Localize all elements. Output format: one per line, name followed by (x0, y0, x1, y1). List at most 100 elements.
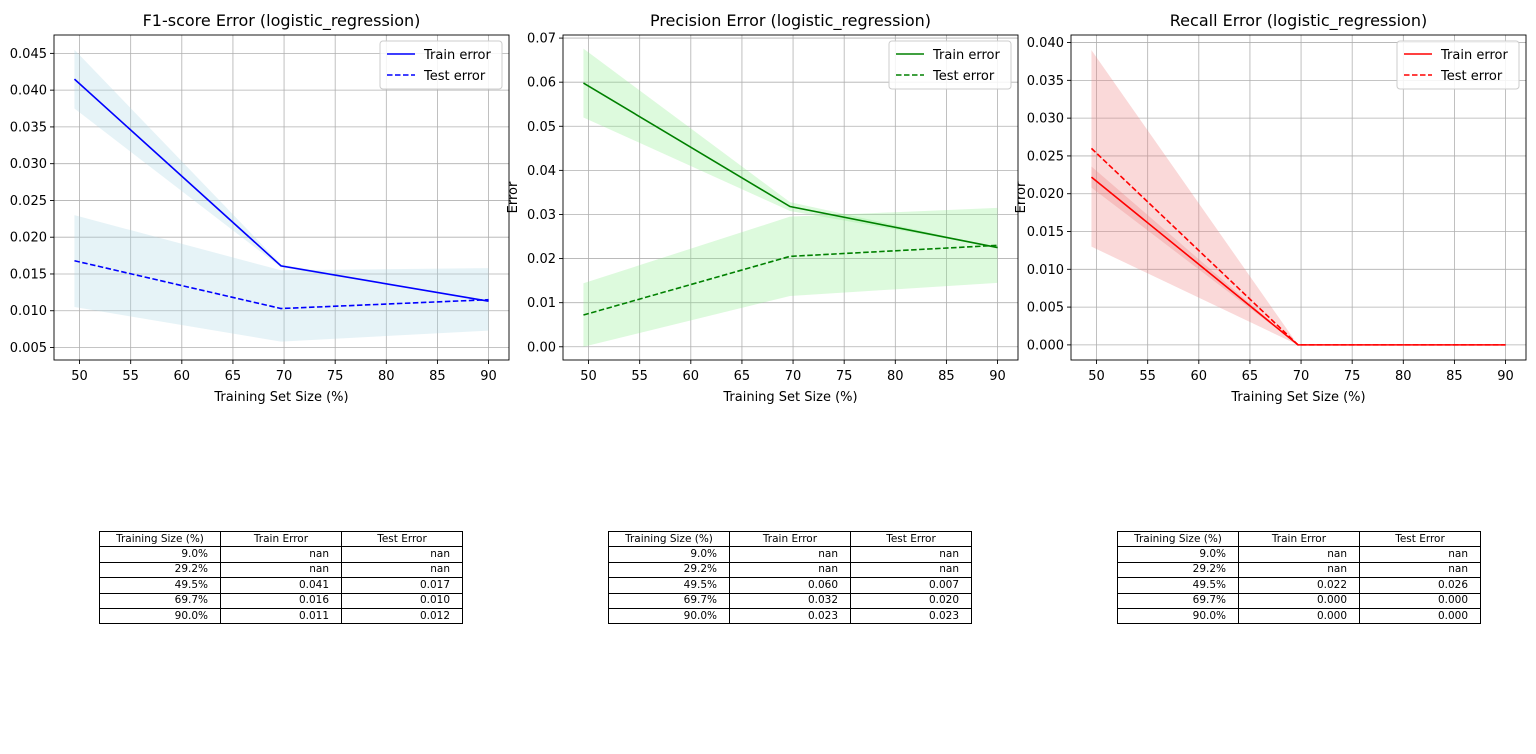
legend-label-0: Train error (423, 48, 491, 63)
table-cell: 0.017 (342, 578, 463, 593)
x-tick-label: 50 (580, 369, 597, 384)
x-tick-label: 60 (1191, 369, 1208, 384)
table-cell: 29.2% (1118, 562, 1239, 577)
y-axis-label: Error (1014, 181, 1029, 213)
x-axis-label: Training Set Size (%) (722, 390, 857, 405)
table-cell: 29.2% (609, 562, 730, 577)
table-row: 29.2% nan nan (100, 562, 463, 577)
y-tick-label: 0.040 (10, 84, 47, 99)
x-tick-label: 90 (1497, 369, 1514, 384)
table-header: Train Error (730, 532, 851, 547)
table-cell: 0.022 (1239, 578, 1360, 593)
table-cell: nan (730, 547, 851, 562)
table-cell: 69.7% (609, 593, 730, 608)
y-tick-label: 0.005 (10, 341, 47, 356)
x-tick-label: 80 (1395, 369, 1412, 384)
y-tick-label: 0.020 (1027, 187, 1064, 202)
y-tick-label: 0.020 (10, 231, 47, 246)
table-header: Test Error (342, 532, 463, 547)
legend-label-1: Test error (932, 69, 995, 84)
table-header: Training Size (%) (100, 532, 221, 547)
x-tick-label: 55 (1139, 369, 1156, 384)
y-tick-label: 0.06 (527, 76, 556, 91)
y-tick-label: 0.010 (1027, 263, 1064, 278)
table-cell: 9.0% (609, 547, 730, 562)
y-tick-label: 0.030 (10, 157, 47, 172)
x-tick-label: 55 (122, 369, 139, 384)
y-tick-label: 0.04 (527, 164, 556, 179)
x-tick-label: 70 (1293, 369, 1310, 384)
table-header: Training Size (%) (609, 532, 730, 547)
x-tick-label: 85 (938, 369, 955, 384)
table-cell: 0.000 (1239, 608, 1360, 623)
table-cell: 9.0% (1118, 547, 1239, 562)
table-row: 90.0% 0.000 0.000 (1118, 608, 1481, 623)
table-row: 49.5% 0.022 0.026 (1118, 578, 1481, 593)
x-tick-label: 80 (887, 369, 904, 384)
table-cell: 0.011 (221, 608, 342, 623)
y-tick-label: 0.015 (10, 267, 47, 282)
table-cell: 90.0% (1118, 608, 1239, 623)
y-tick-label: 0.025 (10, 194, 47, 209)
table-row: 49.5% 0.060 0.007 (609, 578, 972, 593)
legend: Train error Test error (380, 41, 502, 89)
y-tick-label: 0.030 (1027, 112, 1064, 127)
table-cell: 90.0% (100, 608, 221, 623)
confidence-band-1 (583, 208, 997, 347)
y-tick-label: 0.00 (527, 340, 556, 355)
table-cell: 0.020 (851, 593, 972, 608)
table-row: 69.7% 0.032 0.020 (609, 593, 972, 608)
x-tick-label: 70 (785, 369, 802, 384)
charts-canvas: 50 55 60 65 70 75 80 85 900.0050.0100.0150.0200.… (0, 0, 1536, 420)
table-cell: 0.032 (730, 593, 851, 608)
table-row: 49.5% 0.041 0.017 (100, 578, 463, 593)
legend-label-1: Test error (1440, 69, 1503, 84)
y-tick-label: 0.005 (1027, 301, 1064, 316)
chart-panel-1: 50 55 60 65 70 75 80 85 90 0.00 0.01 0.02 0.03 0.04 0.… (506, 11, 1018, 405)
y-tick-label: 0.03 (527, 208, 556, 223)
table-cell: 49.5% (100, 578, 221, 593)
table-cell: 0.023 (851, 608, 972, 623)
table-cell: nan (730, 562, 851, 577)
x-tick-label: 80 (378, 369, 395, 384)
table-cell: 0.010 (342, 593, 463, 608)
y-tick-label: 0.045 (10, 47, 47, 62)
table-cell: 9.0% (100, 547, 221, 562)
table-header: Training Size (%) (1118, 532, 1239, 547)
table-cell: 90.0% (609, 608, 730, 623)
legend-label-1: Test error (423, 69, 486, 84)
table-row: 9.0% nan nan (100, 547, 463, 562)
x-tick-label: 60 (683, 369, 700, 384)
y-axis-label: Error (506, 181, 521, 213)
x-tick-label: 75 (836, 369, 853, 384)
table-cell: nan (342, 562, 463, 577)
y-tick-label: 0.000 (1027, 338, 1064, 353)
x-axis-label: Training Set Size (%) (1230, 390, 1365, 405)
x-tick-label: 75 (1344, 369, 1361, 384)
confidence-band-1 (1091, 50, 1505, 345)
chart-panel-0: 50 55 60 65 70 75 80 85 90 0.005 0.010 0.015 0.020 0.… (10, 11, 509, 405)
table-row: 90.0% 0.011 0.012 (100, 608, 463, 623)
y-tick-label: 0.010 (10, 304, 47, 319)
y-tick-label: 0.035 (10, 120, 47, 135)
y-tick-label: 0.040 (1027, 36, 1064, 51)
x-tick-label: 50 (71, 369, 88, 384)
table-cell: 29.2% (100, 562, 221, 577)
x-tick-label: 90 (989, 369, 1006, 384)
table-cell: nan (1360, 547, 1481, 562)
table-header: Test Error (851, 532, 972, 547)
table-cell: nan (1360, 562, 1481, 577)
table-cell: 0.000 (1360, 608, 1481, 623)
table-cell: 69.7% (100, 593, 221, 608)
chart-title: F1-score Error (logistic_regression) (143, 11, 421, 31)
table-row: 69.7% 0.016 0.010 (100, 593, 463, 608)
x-tick-label: 85 (429, 369, 446, 384)
table-header: Train Error (1239, 532, 1360, 547)
table-cell: nan (851, 562, 972, 577)
recall-error-table: Training Size (%) Train Error Test Error… (1117, 531, 1481, 624)
f1-error-table: Training Size (%) Train Error Test Error… (99, 531, 463, 624)
y-tick-label: 0.035 (1027, 74, 1064, 89)
y-tick-label: 0.05 (527, 120, 556, 135)
table-cell: nan (221, 547, 342, 562)
x-tick-label: 85 (1446, 369, 1463, 384)
